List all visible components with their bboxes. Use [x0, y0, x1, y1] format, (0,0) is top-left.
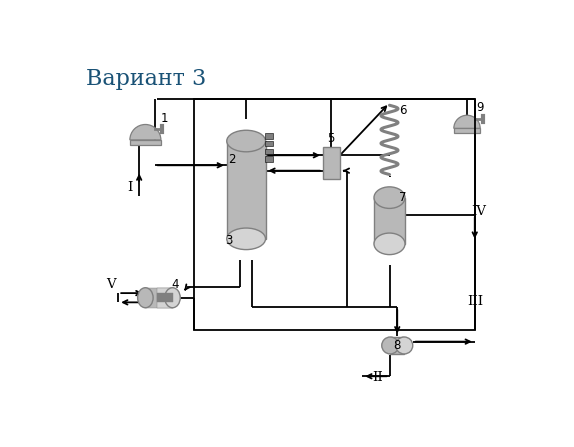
- Text: IV: IV: [471, 205, 486, 218]
- Ellipse shape: [382, 337, 399, 354]
- Bar: [323, 147, 340, 179]
- Ellipse shape: [395, 337, 413, 354]
- Bar: [454, 128, 480, 133]
- Bar: [130, 140, 161, 144]
- Ellipse shape: [138, 288, 153, 308]
- Bar: [390, 337, 404, 354]
- Text: V: V: [107, 278, 117, 291]
- Bar: [374, 198, 405, 244]
- Text: 2: 2: [228, 153, 236, 166]
- Bar: [265, 156, 273, 162]
- Ellipse shape: [227, 130, 266, 152]
- Bar: [265, 149, 273, 154]
- Text: II: II: [373, 371, 383, 384]
- Ellipse shape: [227, 228, 266, 249]
- Wedge shape: [130, 124, 161, 140]
- Bar: [157, 288, 173, 308]
- Text: 1: 1: [161, 112, 168, 125]
- Bar: [265, 141, 273, 147]
- Text: 6: 6: [399, 105, 406, 118]
- Text: 8: 8: [394, 339, 401, 352]
- Text: 4: 4: [171, 278, 179, 291]
- Text: 5: 5: [328, 132, 335, 145]
- Text: 7: 7: [399, 191, 406, 204]
- Text: 9: 9: [476, 101, 484, 114]
- Text: Вариант 3: Вариант 3: [86, 68, 206, 90]
- Wedge shape: [454, 115, 480, 128]
- Text: I: I: [127, 181, 133, 194]
- Text: III: III: [467, 295, 483, 308]
- Ellipse shape: [374, 233, 405, 255]
- Ellipse shape: [165, 288, 180, 308]
- Ellipse shape: [374, 187, 405, 208]
- Text: 3: 3: [225, 234, 232, 247]
- Bar: [265, 133, 273, 139]
- Bar: [157, 294, 173, 302]
- Bar: [227, 141, 266, 239]
- Bar: [194, 99, 475, 330]
- Bar: [145, 288, 173, 308]
